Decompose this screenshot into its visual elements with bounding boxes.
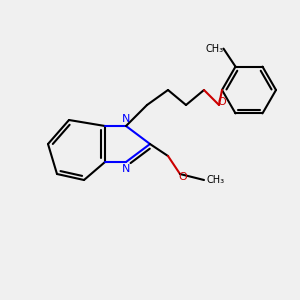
Text: O: O: [218, 97, 226, 107]
Text: CH₃: CH₃: [207, 175, 225, 185]
Text: N: N: [122, 113, 130, 124]
Text: O: O: [178, 172, 188, 182]
Text: CH₃: CH₃: [206, 44, 224, 54]
Text: N: N: [122, 164, 130, 175]
